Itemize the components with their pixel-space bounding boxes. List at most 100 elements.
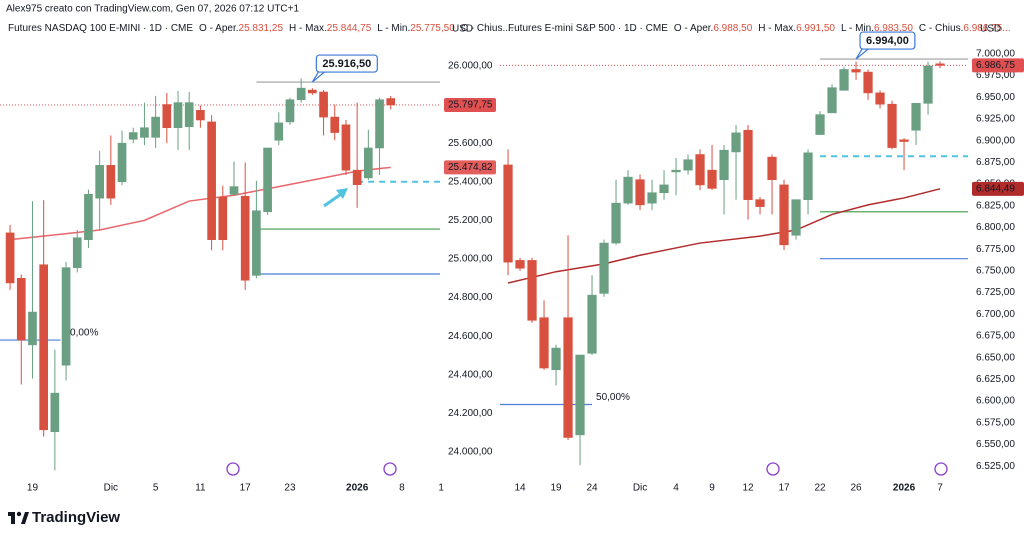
brand: TradingView	[32, 509, 120, 526]
candle-body	[935, 63, 945, 66]
y-tick-label: 6.725,00	[976, 287, 1015, 298]
y-tick-label: 7.000,00	[976, 48, 1015, 59]
y-tick-label: 25.200,00	[448, 215, 493, 226]
candle-body	[84, 194, 93, 240]
x-tick-label: 22	[814, 483, 826, 494]
legend-value: 6.983,50	[874, 23, 913, 34]
candle-body	[647, 192, 657, 204]
candle-body	[755, 199, 765, 207]
candle-body	[39, 264, 48, 431]
logo-mark	[16, 511, 22, 517]
candle-body	[140, 127, 149, 138]
fib-label: 50,00%	[596, 392, 630, 403]
candle-body	[95, 165, 104, 199]
candle-body	[229, 186, 239, 195]
x-tick-label: 8	[399, 483, 405, 494]
price-badge-label: 25.797,75	[448, 100, 493, 111]
y-tick-label: 6.525,00	[976, 461, 1015, 472]
candle-body	[743, 129, 753, 200]
currency: USD	[980, 24, 1001, 35]
y-tick-label: 6.900,00	[976, 135, 1015, 146]
y-tick-label: 6.625,00	[976, 374, 1015, 385]
candle-body	[827, 87, 837, 114]
candle-body	[274, 122, 284, 141]
candle-body	[296, 87, 306, 101]
legend-label: C - Chius....	[461, 23, 514, 34]
y-tick-label: 6.550,00	[976, 439, 1015, 450]
candle-body	[162, 104, 172, 129]
legend-label: L - Min.	[841, 23, 874, 34]
legend-label: L - Min.	[377, 23, 410, 34]
candle-body	[707, 169, 717, 189]
candle-body	[599, 242, 609, 294]
candle-body	[575, 354, 585, 436]
candle-body	[839, 69, 849, 91]
candle-body	[240, 195, 250, 281]
candle-body	[899, 139, 909, 142]
candle-body	[72, 237, 82, 268]
y-tick-label: 26.000,00	[448, 61, 493, 72]
candle-body	[330, 116, 340, 133]
x-tick-label: 23	[284, 483, 296, 494]
candle-body	[5, 232, 15, 284]
callout-label: 6.994,00	[866, 35, 909, 47]
y-tick-label: 6.600,00	[976, 396, 1015, 407]
candle-body	[635, 179, 645, 206]
moving-average	[507, 188, 941, 284]
x-tick-label: 19	[27, 483, 39, 494]
chart-header: Futures NASDAQ 100 E-MINI · 1D · CME O - …	[8, 23, 514, 34]
y-tick-label: 6.825,00	[976, 200, 1015, 211]
price-badge	[972, 181, 1024, 196]
candle-body	[563, 317, 573, 438]
logo	[8, 511, 29, 524]
candle-body	[923, 65, 933, 104]
candle-body	[767, 156, 777, 180]
candle-body	[308, 89, 317, 94]
legend-label: O - Aper.	[674, 23, 713, 34]
logo-mark	[8, 512, 15, 524]
x-tick-label: Dic	[104, 483, 118, 494]
y-tick-label: 6.675,00	[976, 331, 1015, 342]
candle-body	[815, 114, 825, 135]
candle-body	[671, 169, 681, 173]
candle-body	[218, 196, 228, 240]
candle-body	[106, 165, 116, 199]
candle-body	[184, 102, 194, 128]
icon	[934, 462, 948, 476]
candle-body	[851, 69, 861, 73]
candle-body	[173, 102, 183, 129]
candle-body	[196, 110, 205, 121]
price-badge	[444, 97, 496, 112]
candle-body	[539, 317, 549, 369]
price-badge	[444, 160, 496, 175]
legend-value: 25.844,75	[327, 23, 372, 34]
y-tick-label: 6.775,00	[976, 244, 1015, 255]
candle-body	[731, 132, 741, 153]
x-tick-label: 26	[850, 483, 862, 494]
legend-label: C - Chius.	[919, 23, 963, 34]
candle-body	[352, 169, 362, 185]
y-tick-label: 6.975,00	[976, 70, 1015, 81]
candle-body	[252, 210, 261, 276]
fib-label: 50,00%	[64, 328, 98, 339]
callout-pointer	[311, 71, 327, 83]
callout-pointer	[855, 48, 870, 60]
candle-body	[527, 260, 537, 321]
x-tick-label: 1	[438, 483, 444, 494]
y-tick-label: 6.700,00	[976, 309, 1015, 320]
price-badge-label: 25.474,82	[448, 162, 493, 173]
candle-body	[779, 184, 789, 246]
legend-value: 6.986,75...	[963, 23, 1010, 34]
arrow-head	[336, 188, 348, 199]
x-tick-label: 5	[153, 483, 159, 494]
y-tick-label: 6.925,00	[976, 114, 1015, 125]
x-tick-label: 19	[550, 483, 562, 494]
chart-title: Futures NASDAQ 100 E-MINI · 1D · CME	[8, 23, 193, 34]
callout-box	[859, 31, 916, 50]
candle-body	[587, 294, 597, 354]
y-tick-label: 6.575,00	[976, 417, 1015, 428]
candle-body	[683, 159, 693, 171]
candle-body	[503, 164, 513, 263]
